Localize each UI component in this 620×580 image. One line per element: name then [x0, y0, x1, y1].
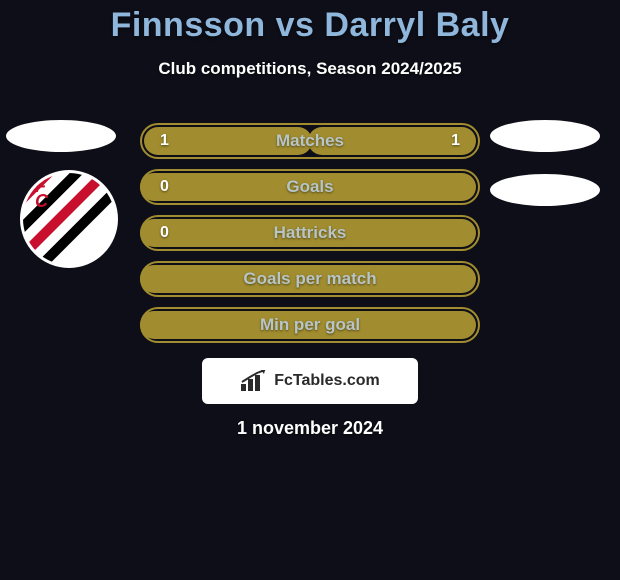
- stat-row: Min per goal: [0, 302, 620, 348]
- stat-row: Goals per match: [0, 256, 620, 302]
- stat-value-right: 1: [451, 132, 460, 150]
- stats-zone: FC 1 Matches 1 0 Goals 0: [0, 118, 620, 439]
- stat-row: 0 Hattricks: [0, 210, 620, 256]
- stat-bar-track: Matches: [140, 123, 480, 159]
- stat-value-left: 0: [160, 224, 169, 242]
- stat-bar-track: Goals per match: [140, 261, 480, 297]
- stat-label: Hattricks: [274, 223, 347, 243]
- stat-bar-track: Min per goal: [140, 307, 480, 343]
- stat-value-left: 1: [160, 132, 169, 150]
- subtitle: Club competitions, Season 2024/2025: [0, 59, 620, 79]
- date-line: 1 november 2024: [0, 418, 620, 439]
- comparison-card: Finnsson vs Darryl Baly Club competition…: [0, 0, 620, 580]
- stat-bar-track: Goals: [140, 169, 480, 205]
- brand-box[interactable]: FcTables.com: [202, 358, 418, 404]
- stat-label: Goals: [286, 177, 333, 197]
- page-title: Finnsson vs Darryl Baly: [0, 0, 620, 45]
- stat-value-left: 0: [160, 178, 169, 196]
- stat-label: Goals per match: [243, 269, 376, 289]
- stat-label: Min per goal: [260, 315, 360, 335]
- stat-row: 1 Matches 1: [0, 118, 620, 164]
- bar-chart-icon: [240, 370, 268, 392]
- brand-text: FcTables.com: [274, 372, 380, 390]
- stat-row: 0 Goals: [0, 164, 620, 210]
- stat-bar-track: Hattricks: [140, 215, 480, 251]
- stat-label: Matches: [276, 131, 344, 151]
